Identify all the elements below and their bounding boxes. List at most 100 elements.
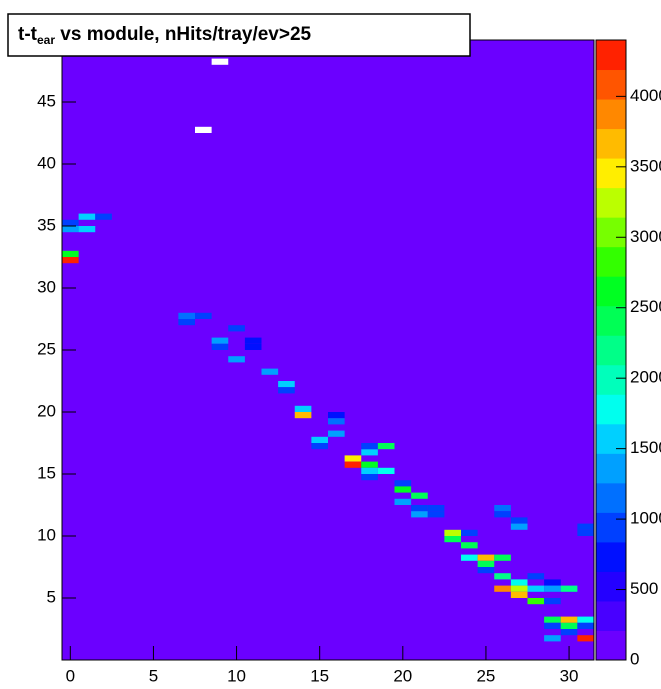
cell (494, 505, 511, 512)
cell (394, 486, 412, 493)
cell (461, 542, 478, 549)
y-tick-label: 25 (37, 339, 56, 358)
colorbar-swatch (596, 128, 626, 159)
cell (344, 455, 362, 462)
colorbar-swatch (596, 217, 626, 248)
cell (411, 492, 428, 499)
x-tick-label: 15 (310, 666, 329, 685)
cell (62, 257, 79, 264)
z-tick-label: 4000 (630, 86, 661, 105)
cell (494, 511, 511, 518)
cell (62, 219, 79, 226)
cell (394, 498, 412, 505)
cell (427, 505, 445, 512)
cell (477, 560, 495, 567)
cell (211, 337, 229, 344)
cell (361, 467, 378, 474)
y-tick-label: 10 (37, 525, 56, 544)
cell (461, 529, 478, 536)
cell (461, 554, 478, 561)
colorbar-swatch (596, 246, 626, 277)
cell (544, 585, 561, 592)
x-tick-label: 5 (149, 666, 158, 685)
cell (510, 517, 528, 524)
cell (195, 126, 212, 133)
cell (244, 343, 262, 350)
colorbar-swatch (596, 630, 626, 661)
cell (444, 536, 461, 543)
cell (411, 505, 428, 512)
cell (377, 443, 395, 450)
z-tick-label: 3000 (630, 227, 661, 246)
cell (78, 226, 96, 233)
cell (560, 585, 578, 592)
cell (278, 381, 295, 388)
cell (527, 573, 545, 580)
cell (494, 573, 511, 580)
z-tick-label: 3500 (630, 156, 661, 175)
cell (211, 343, 229, 350)
cell (544, 579, 561, 586)
x-tick-label: 20 (393, 666, 412, 685)
cell (544, 635, 561, 642)
cell (577, 635, 594, 642)
cell (427, 511, 445, 518)
colorbar-swatch (596, 158, 626, 189)
colorbar-swatch (596, 541, 626, 572)
x-tick-label: 25 (476, 666, 495, 685)
cell (577, 529, 594, 536)
title-box (7, 13, 471, 57)
cell (477, 554, 495, 561)
cell (444, 529, 461, 536)
cell (544, 598, 561, 605)
x-tick-label: 30 (560, 666, 579, 685)
cell (560, 629, 578, 636)
z-tick-label: 2000 (630, 368, 661, 387)
cell (394, 480, 412, 487)
cell (527, 598, 545, 605)
cell (178, 312, 195, 319)
x-tick-label: 10 (227, 666, 246, 685)
cell (328, 412, 345, 419)
cell (228, 325, 245, 332)
cell (361, 449, 378, 456)
colorbar-frame (595, 39, 627, 661)
cell (278, 387, 295, 394)
colorbar-swatch (596, 423, 626, 454)
y-tick-label: 15 (37, 463, 56, 482)
cell (544, 616, 561, 623)
plot-background (62, 40, 594, 660)
x-tick-label: 0 (66, 666, 75, 685)
colorbar-swatch (596, 276, 626, 307)
z-tick-label: 2500 (630, 297, 661, 316)
cell (577, 616, 594, 623)
cell (510, 591, 528, 598)
cell (377, 467, 395, 474)
colorbar-swatch (596, 364, 626, 395)
cell (494, 585, 511, 592)
z-tick-label: 1000 (630, 509, 661, 528)
colorbar-swatch (596, 69, 626, 100)
z-tick-label: 0 (630, 649, 639, 668)
y-tick-label: 40 (37, 153, 56, 172)
colorbar-swatch (596, 40, 626, 71)
cell (510, 579, 528, 586)
cell (361, 474, 378, 481)
colorbar-swatch (596, 305, 626, 336)
cell (178, 319, 195, 326)
cell (294, 405, 312, 412)
y-tick-label: 5 (47, 587, 56, 606)
cell (311, 436, 328, 443)
y-tick-label: 35 (37, 215, 56, 234)
colorbar-swatch (596, 187, 626, 218)
cell (361, 461, 378, 468)
cell (95, 213, 112, 220)
colorbar-swatch (596, 335, 626, 366)
colorbar-swatch (596, 482, 626, 513)
cell (344, 461, 362, 468)
y-tick-label: 20 (37, 401, 56, 420)
z-tick-label: 500 (630, 579, 658, 598)
cell (261, 368, 279, 375)
